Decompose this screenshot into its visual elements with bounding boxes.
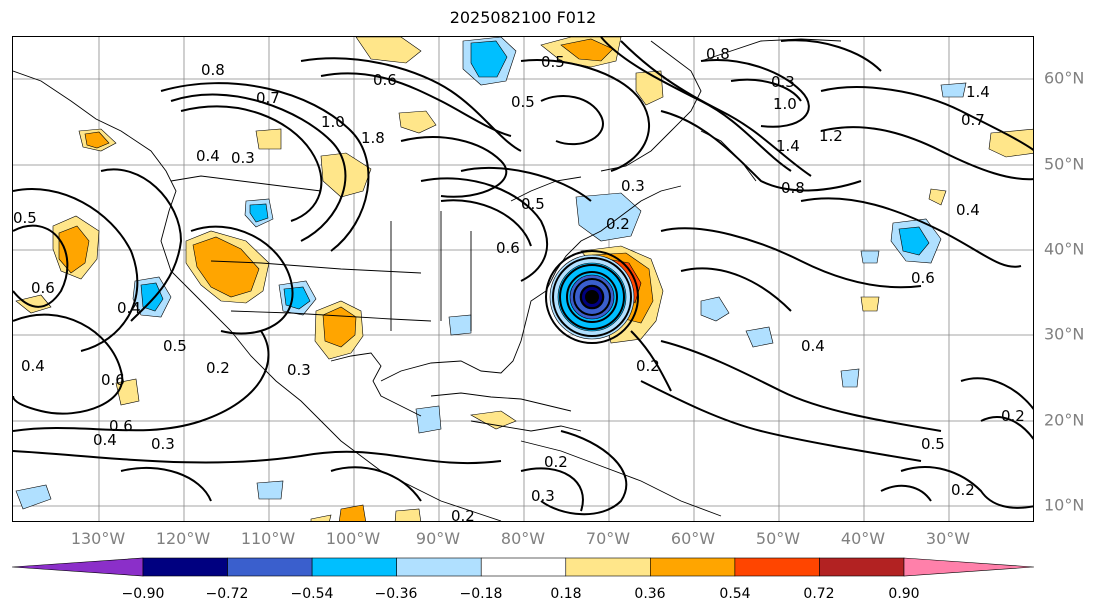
lon-label: 110°W xyxy=(240,529,296,548)
colorbar-tick: 0.54 xyxy=(719,586,751,602)
colorbar xyxy=(11,557,1035,577)
contour-label: 0.2 xyxy=(451,507,475,522)
contour-label: 0.5 xyxy=(163,337,187,355)
contour-lines xyxy=(13,37,1033,516)
colorbar-segment xyxy=(480,557,567,577)
contour-label: 0.4 xyxy=(956,201,980,219)
contour-label: 1.0 xyxy=(321,113,345,131)
contour-label: 0.3 xyxy=(151,435,175,453)
contour-label: 0.4 xyxy=(801,337,825,355)
contour-label: 0.3 xyxy=(287,361,311,379)
contour-label: 0.5 xyxy=(921,435,945,453)
contour-label: 0.6 xyxy=(496,239,520,257)
colorbar-segment xyxy=(227,557,313,577)
cyclone-contours xyxy=(545,250,639,344)
contour-label: 0.6 xyxy=(109,417,133,435)
map-panel[interactable]: 0.8 0.6 0.7 1.0 1.8 0.4 0.3 0.6 0.5 0.4 … xyxy=(12,36,1034,522)
colorbar-segment xyxy=(142,557,228,577)
lon-label: 100°W xyxy=(325,529,381,548)
contour-label: 0.2 xyxy=(951,481,975,499)
colorbar-tick: 0.18 xyxy=(550,586,582,602)
contour-label: 0.2 xyxy=(544,453,568,471)
colorbar-segment xyxy=(396,557,482,577)
contour-label: 0.3 xyxy=(231,149,255,167)
lon-label: 120°W xyxy=(155,529,211,548)
contour-label: 0.6 xyxy=(101,371,125,389)
map-canvas: 0.8 0.6 0.7 1.0 1.8 0.4 0.3 0.6 0.5 0.4 … xyxy=(13,37,1033,522)
lon-label: 40°W xyxy=(840,529,886,548)
coastlines xyxy=(13,38,842,521)
contour-label: 0.2 xyxy=(636,357,660,375)
contour-label: 0.8 xyxy=(201,61,225,79)
colorbar-segment xyxy=(650,557,736,577)
lat-label: 40°N xyxy=(1044,239,1085,259)
colorbar-tick: −0.36 xyxy=(374,586,418,602)
lat-label: 10°N xyxy=(1044,495,1085,515)
colorbar-tick: −0.72 xyxy=(205,586,249,602)
colorbar-tick: −0.54 xyxy=(290,586,334,602)
lon-label: 70°W xyxy=(585,529,631,548)
colorbar-segment xyxy=(903,557,1035,577)
contour-label: 0.5 xyxy=(521,195,545,213)
contour-label: 0.5 xyxy=(13,209,37,227)
contour-label: 0.6 xyxy=(31,279,55,297)
contour-label: 0.3 xyxy=(621,177,645,195)
contour-label: 0.5 xyxy=(511,93,535,111)
contour-label: 0.5 xyxy=(541,53,565,71)
lat-label: 50°N xyxy=(1044,154,1085,174)
contour-label: 0.2 xyxy=(606,215,630,233)
lon-label: 60°W xyxy=(670,529,716,548)
chart-title: 2025082100 F012 xyxy=(449,8,597,27)
colorbar-tick: −0.90 xyxy=(121,586,165,602)
contour-label: 0.3 xyxy=(531,487,555,505)
lon-label: 130°W xyxy=(70,529,126,548)
contour-label: 0.4 xyxy=(93,431,117,449)
lon-label: 90°W xyxy=(415,529,461,548)
contour-label: 0.8 xyxy=(706,45,730,63)
colorbar-tick: 0.36 xyxy=(634,586,666,602)
lon-label: 50°W xyxy=(755,529,801,548)
contour-label: 0.2 xyxy=(1001,407,1025,425)
contour-label: 0.7 xyxy=(256,89,280,107)
lat-label: 20°N xyxy=(1044,410,1085,430)
lat-label: 30°N xyxy=(1044,324,1085,344)
colorbar-tick: −0.18 xyxy=(459,586,503,602)
contour-label: 1.4 xyxy=(966,83,990,101)
lon-label: 80°W xyxy=(500,529,546,548)
colorbar-tick: 0.90 xyxy=(888,586,920,602)
colorbar-segment xyxy=(565,557,651,577)
colorbar-segment xyxy=(11,557,144,577)
contour-label: 0.6 xyxy=(911,269,935,287)
contour-label: 0.8 xyxy=(781,179,805,197)
colorbar-segment xyxy=(819,557,905,577)
contour-labels: 0.8 0.6 0.7 1.0 1.8 0.4 0.3 0.6 0.5 0.4 … xyxy=(13,45,1025,522)
contour-label: 0.7 xyxy=(961,111,985,129)
colorbar-segment xyxy=(311,557,397,577)
contour-label: 0.4 xyxy=(196,147,220,165)
contour-label: 1.0 xyxy=(773,95,797,113)
contour-label: 0.6 xyxy=(373,71,397,89)
contour-label: 0.4 xyxy=(21,357,45,375)
lat-label: 60°N xyxy=(1044,68,1085,88)
contour-label: 1.2 xyxy=(819,127,843,145)
colorbar-segment xyxy=(734,557,820,577)
contour-label: 1.8 xyxy=(361,129,385,147)
colorbar-tick: 0.72 xyxy=(803,586,835,602)
contour-label: 0.3 xyxy=(771,73,795,91)
contour-label: 0.2 xyxy=(206,359,230,377)
lon-label: 30°W xyxy=(925,529,971,548)
contour-label: 0.4 xyxy=(117,299,141,317)
contour-label: 1.4 xyxy=(776,137,800,155)
